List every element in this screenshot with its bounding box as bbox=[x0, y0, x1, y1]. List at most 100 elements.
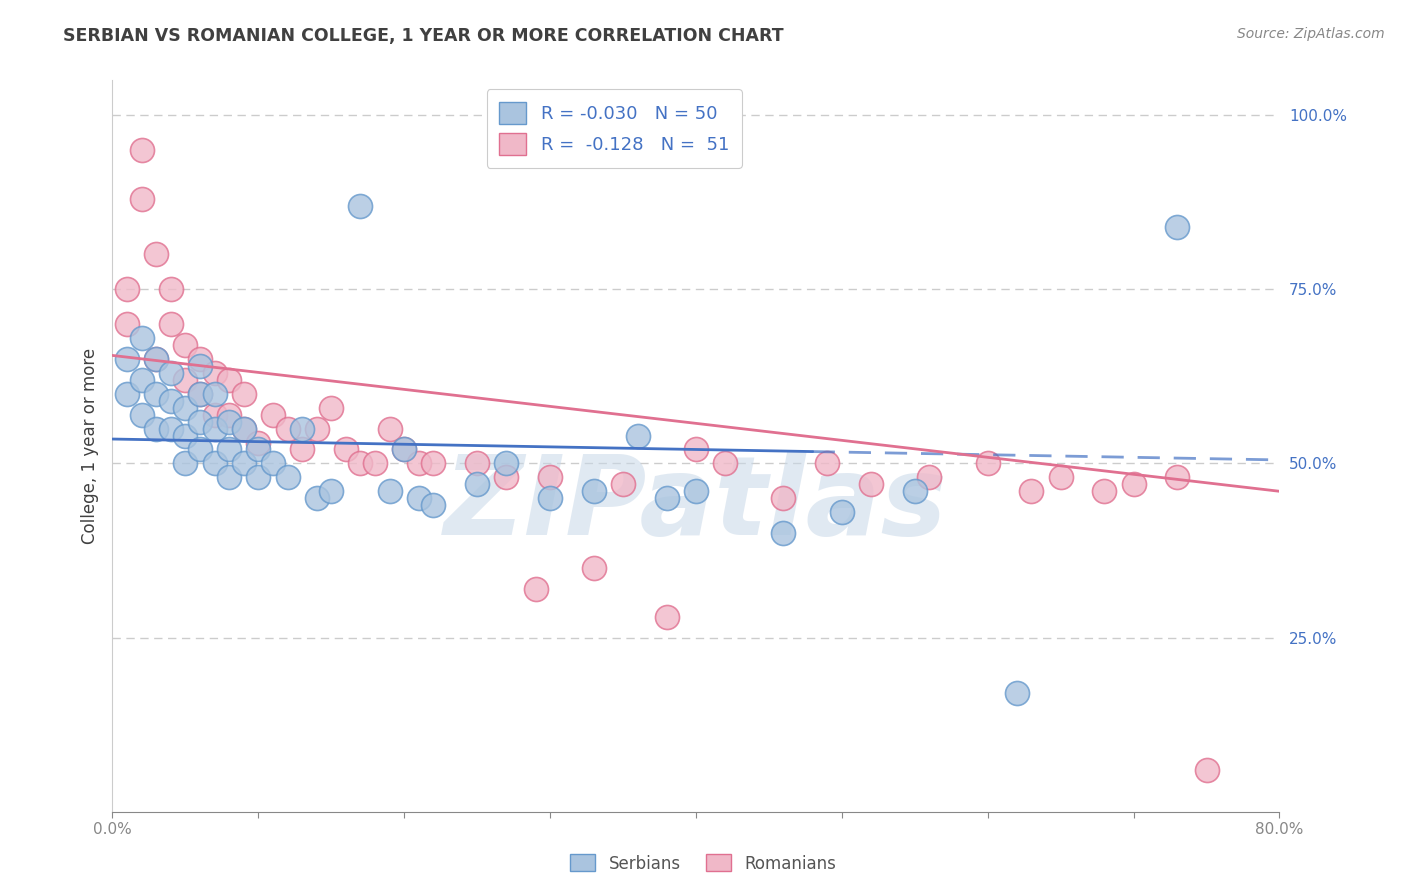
Point bbox=[204, 421, 226, 435]
Point bbox=[1094, 484, 1116, 499]
Point bbox=[145, 421, 167, 435]
Point bbox=[495, 457, 517, 471]
Point bbox=[335, 442, 357, 457]
Point bbox=[422, 457, 444, 471]
Point bbox=[685, 484, 707, 499]
Point bbox=[904, 484, 927, 499]
Point bbox=[131, 192, 153, 206]
Point bbox=[305, 491, 328, 506]
Point bbox=[655, 491, 678, 506]
Point bbox=[408, 491, 430, 506]
Legend: Serbians, Romanians: Serbians, Romanians bbox=[564, 847, 842, 880]
Point bbox=[204, 366, 226, 380]
Point bbox=[495, 470, 517, 484]
Point bbox=[188, 386, 211, 401]
Text: ZIPatlas: ZIPatlas bbox=[444, 451, 948, 558]
Point bbox=[232, 421, 254, 435]
Text: Source: ZipAtlas.com: Source: ZipAtlas.com bbox=[1237, 27, 1385, 41]
Point bbox=[582, 484, 605, 499]
Point bbox=[232, 421, 254, 435]
Point bbox=[1049, 470, 1071, 484]
Point bbox=[188, 351, 211, 366]
Point bbox=[378, 421, 401, 435]
Point bbox=[204, 408, 226, 422]
Point bbox=[115, 351, 138, 366]
Point bbox=[160, 317, 183, 331]
Point bbox=[160, 366, 183, 380]
Point bbox=[1005, 686, 1028, 700]
Point bbox=[394, 442, 416, 457]
Point bbox=[1166, 470, 1188, 484]
Point bbox=[582, 561, 605, 575]
Point bbox=[772, 526, 794, 541]
Point bbox=[204, 386, 226, 401]
Point bbox=[160, 421, 183, 435]
Point bbox=[115, 317, 138, 331]
Point bbox=[188, 386, 211, 401]
Point bbox=[262, 408, 284, 422]
Point bbox=[291, 442, 314, 457]
Y-axis label: College, 1 year or more: College, 1 year or more bbox=[80, 348, 98, 544]
Point bbox=[218, 373, 240, 387]
Point bbox=[772, 491, 794, 506]
Point bbox=[131, 408, 153, 422]
Point bbox=[131, 331, 153, 345]
Point bbox=[174, 457, 197, 471]
Point bbox=[232, 386, 254, 401]
Point bbox=[394, 442, 416, 457]
Point bbox=[321, 401, 343, 415]
Point bbox=[276, 421, 298, 435]
Point bbox=[860, 477, 883, 491]
Point bbox=[422, 498, 444, 512]
Point bbox=[305, 421, 328, 435]
Point bbox=[174, 401, 197, 415]
Point bbox=[291, 421, 314, 435]
Legend: R = -0.030   N = 50, R =  -0.128   N =  51: R = -0.030 N = 50, R = -0.128 N = 51 bbox=[486, 89, 742, 168]
Point bbox=[1122, 477, 1144, 491]
Point bbox=[538, 491, 561, 506]
Point bbox=[145, 247, 167, 261]
Point bbox=[262, 457, 284, 471]
Point bbox=[218, 442, 240, 457]
Point bbox=[174, 373, 197, 387]
Point bbox=[174, 338, 197, 352]
Point bbox=[627, 428, 650, 442]
Point bbox=[160, 393, 183, 408]
Point bbox=[349, 199, 371, 213]
Point bbox=[188, 442, 211, 457]
Point bbox=[378, 484, 401, 499]
Point bbox=[321, 484, 343, 499]
Point bbox=[465, 457, 488, 471]
Point bbox=[131, 373, 153, 387]
Point bbox=[918, 470, 941, 484]
Point bbox=[1195, 763, 1218, 777]
Point bbox=[247, 442, 270, 457]
Point bbox=[232, 457, 254, 471]
Point bbox=[538, 470, 561, 484]
Point bbox=[247, 435, 270, 450]
Point bbox=[524, 582, 547, 596]
Point bbox=[218, 408, 240, 422]
Point bbox=[815, 457, 838, 471]
Point bbox=[160, 282, 183, 296]
Point bbox=[1021, 484, 1043, 499]
Point bbox=[218, 415, 240, 429]
Point bbox=[1166, 219, 1188, 234]
Point bbox=[364, 457, 387, 471]
Point bbox=[465, 477, 488, 491]
Point bbox=[408, 457, 430, 471]
Point bbox=[276, 470, 298, 484]
Point bbox=[188, 359, 211, 373]
Point bbox=[218, 470, 240, 484]
Point bbox=[174, 428, 197, 442]
Point bbox=[685, 442, 707, 457]
Point bbox=[612, 477, 634, 491]
Point bbox=[831, 505, 853, 519]
Point bbox=[976, 457, 998, 471]
Point bbox=[204, 457, 226, 471]
Point bbox=[145, 351, 167, 366]
Point bbox=[714, 457, 737, 471]
Point bbox=[655, 609, 678, 624]
Point bbox=[349, 457, 371, 471]
Point bbox=[145, 386, 167, 401]
